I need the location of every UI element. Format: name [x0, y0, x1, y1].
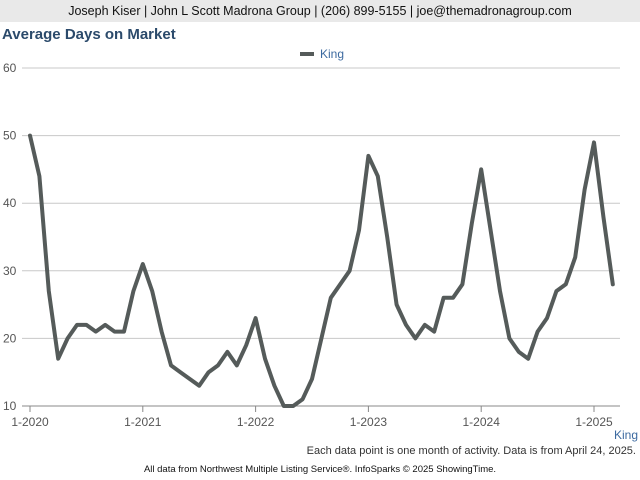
y-tick-label: 50	[3, 129, 17, 143]
chart-title: Average Days on Market	[2, 26, 176, 43]
series-line-king	[28, 133, 615, 408]
x-tick-label: 1-2020	[11, 415, 49, 429]
series-end-label: King	[614, 428, 638, 442]
x-tick-label: 1-2023	[350, 415, 388, 429]
y-tick-label: 20	[3, 331, 17, 345]
y-tick-label: 40	[3, 196, 17, 210]
grid	[22, 67, 620, 339]
y-tick-label: 30	[3, 264, 17, 278]
series	[28, 133, 615, 408]
legend[interactable]: King	[300, 47, 344, 61]
source-line: All data from Northwest Multiple Listing…	[143, 464, 497, 475]
footnote: Each data point is one month of activity…	[306, 445, 636, 457]
axes: 10 20 30 40 50 60 1-2020 1-2021 1-2022 1-2023 1-20…	[3, 61, 638, 442]
y-tick-label: 60	[3, 61, 17, 75]
x-tick-label: 1-2025	[575, 415, 613, 429]
contact-text: Joseph Kiser | John L Scott Madrona Grou…	[68, 4, 572, 18]
x-tick-label: 1-2024	[463, 415, 501, 429]
y-tick-label: 10	[3, 399, 17, 413]
legend-label[interactable]: King	[320, 47, 344, 61]
x-tick-label: 1-2021	[124, 415, 162, 429]
x-tick-label: 1-2022	[237, 415, 275, 429]
contact-header: Joseph Kiser | John L Scott Madrona Grou…	[0, 0, 640, 22]
